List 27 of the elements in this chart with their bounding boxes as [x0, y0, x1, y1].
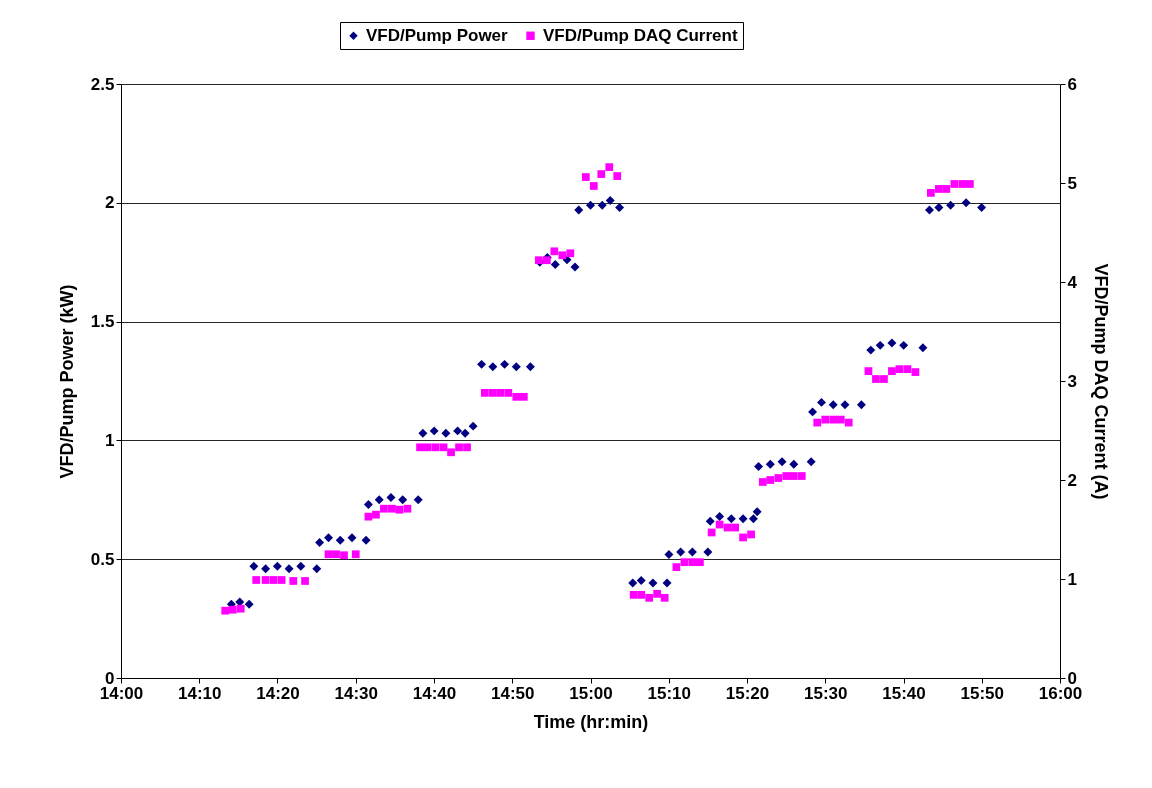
y2-axis-title: VFD/Pump DAQ Current (A): [1090, 263, 1111, 500]
y2-tick-label: 1: [1067, 569, 1077, 589]
x-tick-label: 15:30: [804, 683, 848, 703]
legend-label: VFD/Pump DAQ Current: [543, 25, 738, 45]
x-tick-label: 15:10: [647, 683, 691, 703]
x-tick-label: 15:50: [960, 683, 1004, 703]
y2-tick-label: 6: [1067, 74, 1077, 94]
y-tick-label: 1.5: [90, 312, 115, 332]
y-axis-title: VFD/Pump Power (kW): [56, 284, 77, 479]
y-tick-label: 1: [105, 430, 115, 450]
x-tick-label: 14:50: [491, 683, 535, 703]
x-tick-label: 15:40: [882, 683, 926, 703]
x-tick-label: 15:00: [569, 683, 613, 703]
y-tick-label: 2: [105, 193, 115, 213]
y2-tick-label: 3: [1067, 371, 1077, 391]
y2-tick-label: 4: [1067, 272, 1078, 292]
legend-label: VFD/Pump Power: [366, 25, 509, 45]
x-tick-label: 14:30: [334, 683, 378, 703]
x-tick-label: 14:40: [412, 683, 457, 703]
y-tick-label: 2.5: [90, 74, 115, 94]
y2-tick-label: 2: [1067, 470, 1077, 490]
y-tick-label: 0.5: [90, 549, 115, 569]
x-tick-label: 14:10: [178, 683, 222, 703]
x-tick-label: 14:20: [256, 683, 300, 703]
x-axis-title: Time (hr:min): [533, 711, 649, 732]
y2-tick-label: 5: [1067, 173, 1077, 193]
x-tick-label: 15:20: [725, 683, 770, 703]
